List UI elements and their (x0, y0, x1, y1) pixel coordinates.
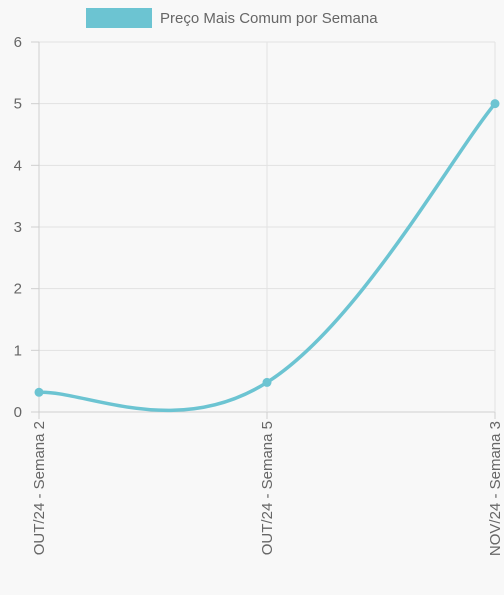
points-layer (34, 99, 500, 397)
data-point[interactable] (262, 377, 272, 387)
legend-label: Preço Mais Comum por Semana (160, 10, 378, 27)
y-tick-label: 0 (14, 404, 22, 421)
legend[interactable]: Preço Mais Comum por Semana (86, 8, 378, 28)
y-tick-label: 6 (14, 34, 22, 51)
x-tick-label: OUT/24 - Semana 2 (31, 421, 48, 555)
y-tick-label: 1 (14, 342, 22, 359)
legend-swatch (86, 8, 152, 28)
series-layer (37, 101, 497, 413)
y-tick-label: 4 (14, 157, 22, 174)
x-tick-label: NOV/24 - Semana 3 (487, 421, 504, 556)
data-point[interactable] (490, 99, 500, 109)
data-point[interactable] (34, 387, 44, 397)
series-line (37, 101, 497, 413)
axes: 0 1 2 3 4 5 6 OUT/24 - Semana 2 OUT/24 - Semana … (14, 34, 504, 556)
y-tick-label: 3 (14, 219, 22, 236)
x-tick-label: OUT/24 - Semana 5 (259, 421, 276, 555)
grid (38, 41, 496, 413)
y-tick-label: 5 (14, 96, 22, 113)
y-tick-label: 2 (14, 281, 22, 298)
